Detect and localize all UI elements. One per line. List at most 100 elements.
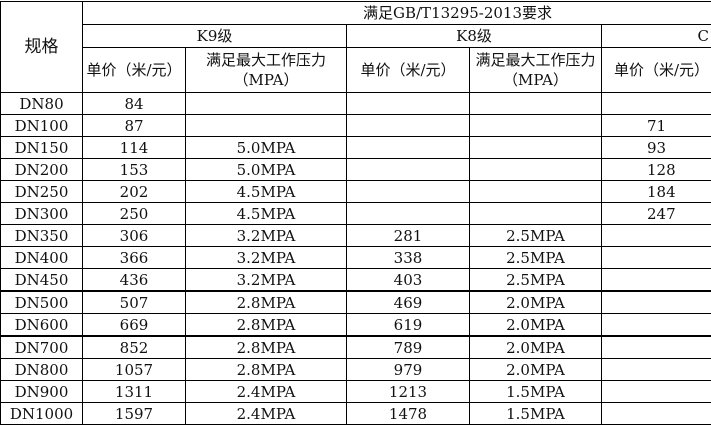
k8-price-cell: 979 <box>347 359 470 381</box>
k9-pressure-cell: 2.4MPA <box>186 381 347 403</box>
k9-pressure-cell: 5.0MPA <box>186 159 347 181</box>
k9-price-cell: 1311 <box>83 381 186 403</box>
k8-price-cell <box>347 203 470 225</box>
k8-pressure-cell: 2.5MPA <box>470 247 602 269</box>
c-price-cell <box>602 225 711 247</box>
k9-price-cell: 202 <box>83 181 186 203</box>
standard-header: 满足GB/T13295-2013要求 <box>83 2 711 25</box>
k9-pressure-cell <box>186 115 347 137</box>
k8-price-cell: 469 <box>347 291 470 314</box>
k9-pressure-header: 满足最大工作压力（MPA） <box>186 48 347 93</box>
spec-cell: DN200 <box>1 159 83 181</box>
k9-pressure-cell: 5.0MPA <box>186 137 347 159</box>
k9-price-cell: 669 <box>83 314 186 337</box>
c-price-cell <box>602 403 711 425</box>
k9-price-cell: 436 <box>83 269 186 292</box>
k8-pressure-cell: 1.5MPA <box>470 403 602 425</box>
c-price-header: 单价（米/元） <box>602 48 711 93</box>
k8-price-cell: 619 <box>347 314 470 337</box>
spec-cell: DN350 <box>1 225 83 247</box>
k8-pressure-cell: 2.0MPA <box>470 291 602 314</box>
c-price-cell: 184 <box>602 181 711 203</box>
k8-pressure-cell <box>470 93 602 115</box>
k8-price-cell: 403 <box>347 269 470 292</box>
k8-price-cell: 281 <box>347 225 470 247</box>
k8-price-cell: 338 <box>347 247 470 269</box>
spec-cell: DN600 <box>1 314 83 337</box>
header-row-standard: 规格 满足GB/T13295-2013要求 <box>1 2 711 25</box>
k9-pressure-cell: 2.8MPA <box>186 291 347 314</box>
k9-price-cell: 306 <box>83 225 186 247</box>
spec-cell: DN700 <box>1 336 83 359</box>
k8-price-cell: 1478 <box>347 403 470 425</box>
spec-cell: DN100 <box>1 115 83 137</box>
c-price-cell <box>602 381 711 403</box>
k9-price-cell: 1597 <box>83 403 186 425</box>
k9-price-cell: 366 <box>83 247 186 269</box>
k9-pressure-cell: 3.2MPA <box>186 225 347 247</box>
k8-pressure-header: 满足最大工作压力（MPA） <box>470 48 602 93</box>
spec-cell: DN1000 <box>1 403 83 425</box>
c-price-cell <box>602 291 711 314</box>
spec-cell: DN80 <box>1 93 83 115</box>
k8-pressure-cell <box>470 159 602 181</box>
k8-price-cell: 789 <box>347 336 470 359</box>
spec-cell: DN250 <box>1 181 83 203</box>
k9-price-cell: 84 <box>83 93 186 115</box>
k8-price-cell: 1213 <box>347 381 470 403</box>
k9-price-cell: 87 <box>83 115 186 137</box>
k9-price-cell: 1057 <box>83 359 186 381</box>
k9-price-cell: 250 <box>83 203 186 225</box>
spec-cell: DN800 <box>1 359 83 381</box>
k8-pressure-cell: 1.5MPA <box>470 381 602 403</box>
k8-pressure-cell: 2.0MPA <box>470 359 602 381</box>
header-row-columns: 单价（米/元） 满足最大工作压力（MPA） 单价（米/元） 满足最大工作压力（M… <box>1 48 711 93</box>
k8-pressure-cell: 2.5MPA <box>470 225 602 247</box>
grade-k8-header: K8级 <box>347 25 602 48</box>
c-price-cell <box>602 269 711 292</box>
spec-header: 规格 <box>1 2 83 93</box>
c-price-cell <box>602 93 711 115</box>
k8-price-cell <box>347 115 470 137</box>
k9-price-header: 单价（米/元） <box>83 48 186 93</box>
k9-price-cell: 114 <box>83 137 186 159</box>
k9-pressure-cell: 2.8MPA <box>186 336 347 359</box>
k8-pressure-cell: 2.0MPA <box>470 314 602 337</box>
k9-pressure-cell: 2.4MPA <box>186 403 347 425</box>
k9-pressure-cell: 3.2MPA <box>186 269 347 292</box>
header-row-grades: K9级 K8级 C <box>1 25 711 48</box>
c-price-cell <box>602 314 711 337</box>
k8-price-cell <box>347 137 470 159</box>
k8-pressure-cell <box>470 181 602 203</box>
c-price-cell <box>602 336 711 359</box>
spec-cell: DN900 <box>1 381 83 403</box>
spec-cell: DN400 <box>1 247 83 269</box>
k9-pressure-cell: 3.2MPA <box>186 247 347 269</box>
spec-cell: DN300 <box>1 203 83 225</box>
spec-cell: DN450 <box>1 269 83 292</box>
k8-pressure-cell: 2.5MPA <box>470 269 602 292</box>
grade-c-header: C <box>602 25 711 48</box>
k8-price-cell <box>347 181 470 203</box>
k9-price-cell: 507 <box>83 291 186 314</box>
c-price-cell: 247 <box>602 203 711 225</box>
c-price-cell: 71 <box>602 115 711 137</box>
grade-k9-header: K9级 <box>83 25 347 48</box>
c-price-cell: 128 <box>602 159 711 181</box>
spec-cell: DN150 <box>1 137 83 159</box>
